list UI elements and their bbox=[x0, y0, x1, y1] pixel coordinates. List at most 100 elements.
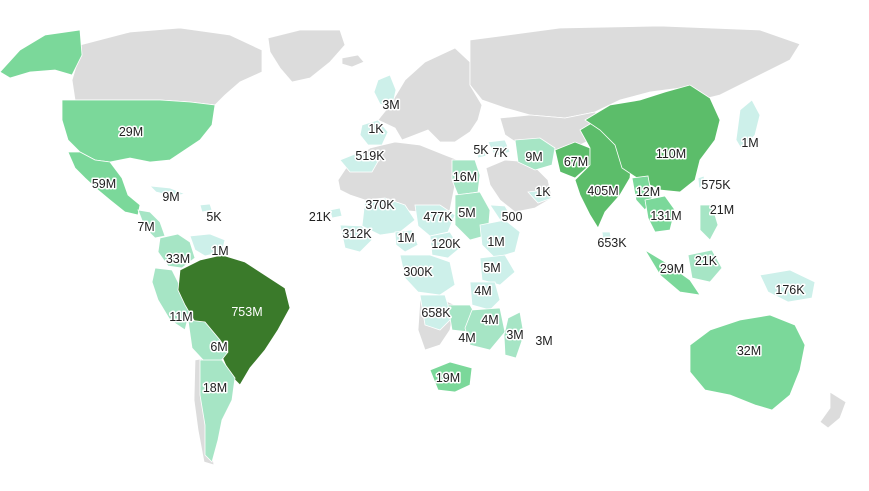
region-ghana[interactable] bbox=[394, 229, 419, 253]
region-cuba[interactable] bbox=[148, 185, 187, 197]
value-label-myanmar: 12M bbox=[636, 185, 660, 199]
value-label-sudan: 5M bbox=[458, 206, 475, 220]
region-mauritius[interactable] bbox=[539, 339, 547, 347]
canada-land bbox=[71, 27, 263, 106]
value-label-japan: 1M bbox=[741, 136, 758, 150]
greenland-land bbox=[267, 29, 346, 83]
value-label-taiwan: 575K bbox=[701, 178, 731, 192]
value-label-yemen: 1K bbox=[535, 185, 551, 199]
region-tanzania[interactable] bbox=[469, 281, 501, 311]
region-israel[interactable] bbox=[474, 145, 487, 159]
value-label-ghana: 1M bbox=[397, 231, 414, 245]
region-caribbean[interactable] bbox=[199, 203, 213, 213]
value-label-israel: 5K bbox=[473, 143, 489, 157]
region-france[interactable] bbox=[359, 119, 389, 146]
iceland-land bbox=[341, 54, 365, 68]
value-label-caribbean: 5K bbox=[206, 210, 222, 224]
value-label-brazil: 753M bbox=[231, 305, 262, 319]
value-label-sumatra: 29M bbox=[660, 262, 684, 276]
value-label-cameroon: 120K bbox=[431, 237, 461, 251]
region-congo[interactable] bbox=[399, 254, 456, 296]
region-thailand[interactable] bbox=[644, 195, 676, 233]
value-label-madagascar: 3M bbox=[506, 328, 523, 342]
region-west-africa[interactable] bbox=[361, 197, 416, 236]
region-peru[interactable] bbox=[151, 267, 191, 331]
value-label-pakistan: 67M bbox=[564, 155, 588, 169]
value-label-spain: 519K bbox=[355, 149, 385, 163]
value-label-borneo: 21K bbox=[695, 254, 718, 268]
region-usa[interactable] bbox=[61, 99, 216, 163]
region-taiwan[interactable] bbox=[697, 175, 706, 189]
region-cape-verde[interactable] bbox=[329, 207, 343, 219]
value-label-mauritius: 3M bbox=[535, 334, 552, 348]
value-label-south-africa: 19M bbox=[436, 371, 460, 385]
region-kenya[interactable] bbox=[479, 254, 516, 286]
value-label-zambia: 4M bbox=[458, 331, 475, 345]
value-label-france: 1K bbox=[368, 122, 384, 136]
region-colombia[interactable] bbox=[157, 233, 196, 269]
region-bolivia[interactable] bbox=[187, 319, 229, 363]
value-label-sri-lanka: 653K bbox=[597, 236, 627, 250]
value-label-central-america: 7M bbox=[137, 220, 154, 234]
region-ethiopia[interactable] bbox=[479, 219, 521, 259]
new-zealand-land bbox=[819, 391, 847, 429]
region-spain[interactable] bbox=[339, 149, 381, 173]
region-japan[interactable] bbox=[735, 99, 761, 151]
region-sri-lanka[interactable] bbox=[601, 231, 613, 247]
region-mozambique[interactable] bbox=[464, 307, 506, 351]
value-label-kenya: 5M bbox=[483, 261, 500, 275]
value-label-cuba: 9M bbox=[162, 190, 179, 204]
value-label-australia: 32M bbox=[737, 344, 761, 358]
region-eritrea[interactable] bbox=[489, 204, 513, 221]
region-venezuela[interactable] bbox=[189, 233, 226, 257]
region-borneo[interactable] bbox=[687, 249, 723, 283]
region-madagascar[interactable] bbox=[503, 311, 525, 359]
region-syria[interactable] bbox=[487, 139, 511, 157]
value-label-usa: 29M bbox=[119, 125, 143, 139]
value-label-philippines: 21M bbox=[710, 203, 734, 217]
region-uk[interactable] bbox=[373, 74, 397, 109]
value-label-papua: 176K bbox=[775, 283, 805, 297]
value-label-bolivia: 6M bbox=[210, 340, 227, 354]
value-label-nigeria: 477K bbox=[423, 210, 453, 224]
value-label-mexico: 59M bbox=[92, 177, 116, 191]
region-yemen[interactable] bbox=[527, 189, 553, 204]
value-label-west-africa: 370K bbox=[365, 198, 395, 212]
region-australia[interactable] bbox=[689, 314, 806, 411]
value-label-uk: 3M bbox=[382, 98, 399, 112]
value-label-ethiopia: 1M bbox=[487, 235, 504, 249]
value-label-peru: 11M bbox=[169, 310, 192, 324]
value-label-egypt: 16M bbox=[453, 170, 477, 184]
value-label-cape-verde: 21K bbox=[309, 210, 332, 224]
value-label-tanzania: 4M bbox=[474, 284, 491, 298]
value-label-syria: 7K bbox=[492, 146, 508, 160]
value-label-guinea: 312K bbox=[342, 227, 372, 241]
region-iran[interactable] bbox=[514, 137, 556, 171]
region-philippines[interactable] bbox=[699, 204, 719, 241]
region-angola[interactable] bbox=[419, 294, 453, 331]
value-label-mozambique: 4M bbox=[481, 313, 498, 327]
region-papua[interactable] bbox=[759, 269, 816, 303]
region-alaska[interactable] bbox=[0, 29, 83, 79]
region-south-africa[interactable] bbox=[429, 361, 473, 393]
region-guinea[interactable] bbox=[339, 224, 373, 253]
europe-land bbox=[377, 47, 483, 143]
region-brazil[interactable] bbox=[177, 254, 291, 386]
value-label-argentina: 18M bbox=[203, 381, 227, 395]
value-label-venezuela: 1M bbox=[211, 244, 228, 258]
region-central-america[interactable] bbox=[137, 209, 166, 239]
value-label-eritrea: 500 bbox=[502, 210, 523, 224]
value-label-angola: 658K bbox=[421, 306, 451, 320]
value-label-china: 110M bbox=[656, 147, 686, 161]
region-china[interactable] bbox=[584, 84, 721, 193]
value-label-india: 405M bbox=[587, 184, 618, 198]
region-sumatra[interactable] bbox=[644, 249, 701, 296]
value-label-iran: 9M bbox=[525, 150, 542, 164]
region-argentina[interactable] bbox=[199, 359, 236, 463]
region-cameroon[interactable] bbox=[429, 231, 461, 259]
value-label-colombia: 33M bbox=[166, 252, 190, 266]
value-label-congo: 300K bbox=[403, 265, 433, 279]
value-label-thailand: 131M bbox=[650, 209, 681, 223]
